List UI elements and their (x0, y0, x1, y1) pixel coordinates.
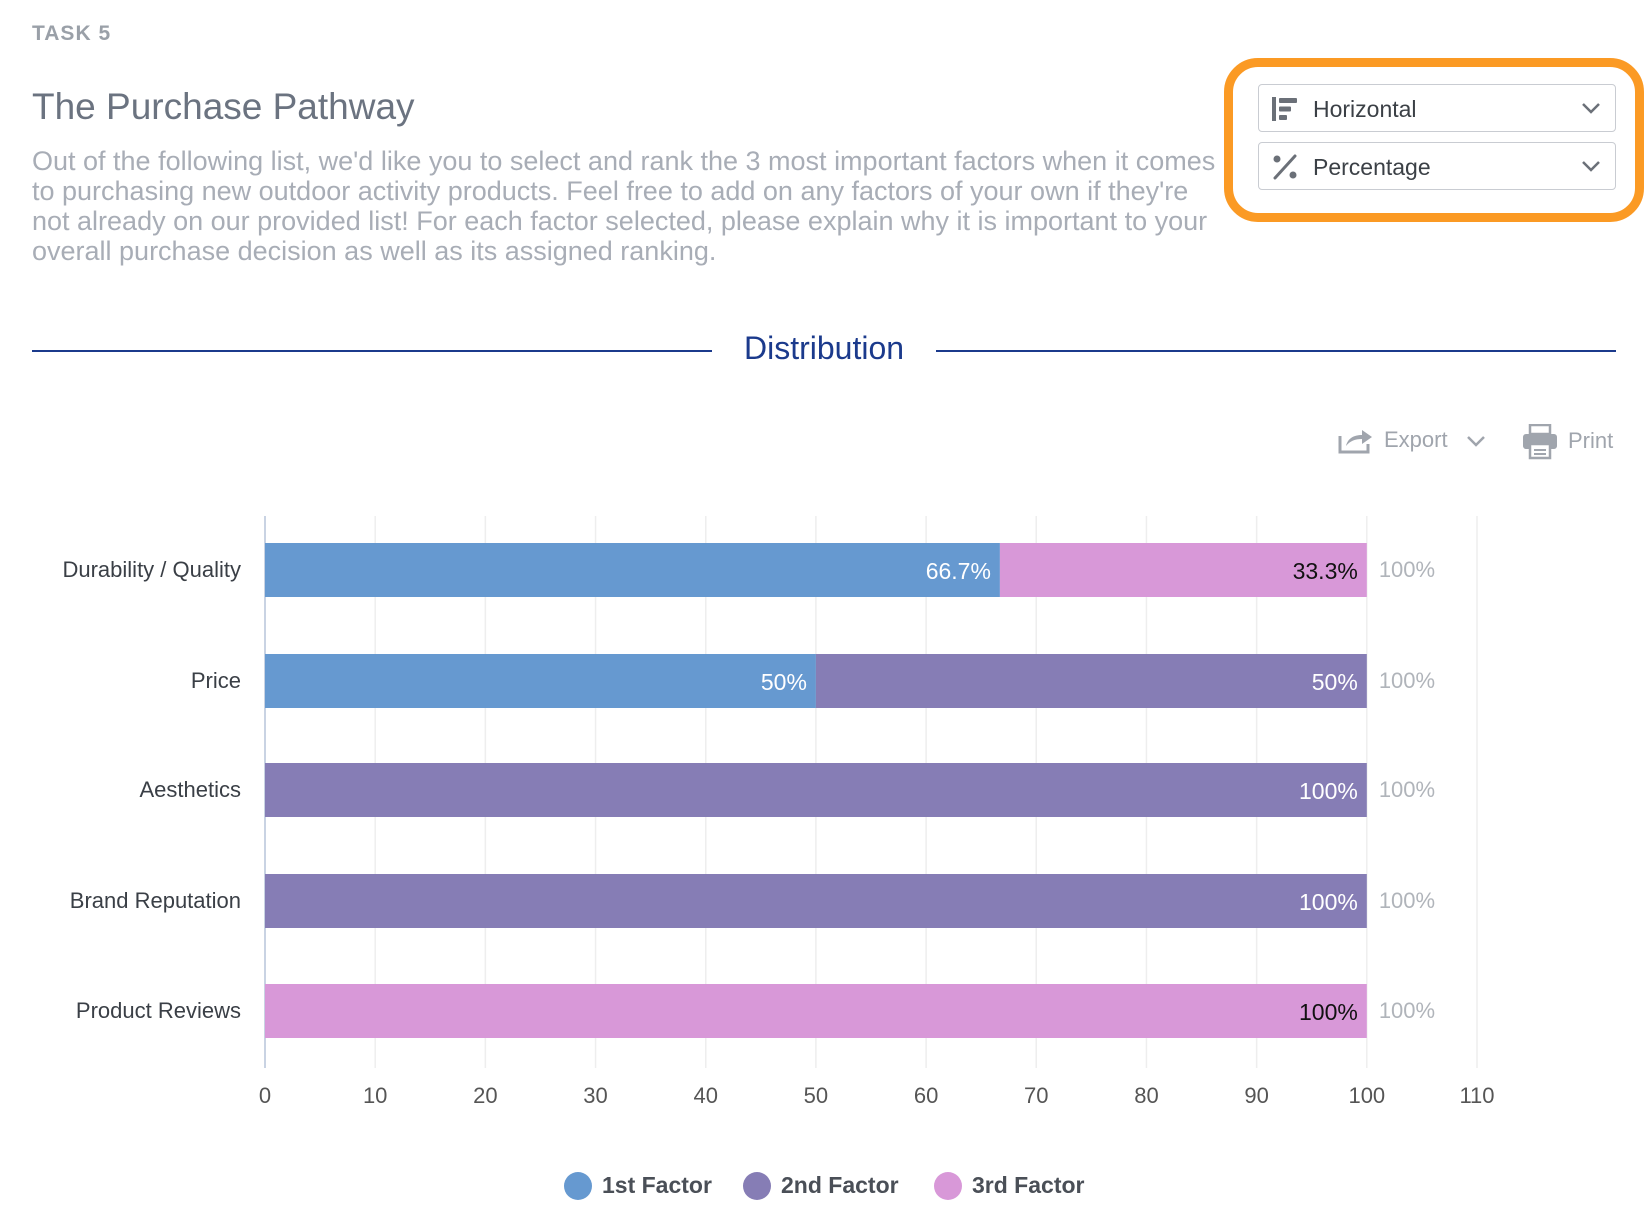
printer-icon (1523, 424, 1557, 460)
bar-segment (815, 654, 1367, 708)
data-label: 33.3% (1293, 558, 1358, 584)
export-button[interactable]: Export (1338, 424, 1488, 454)
x-tick-label: 90 (1244, 1083, 1268, 1108)
chevron-down-icon (1582, 103, 1600, 114)
horizontal-bars-icon (1272, 97, 1297, 121)
bar-segment (265, 654, 816, 708)
total-label: 100% (1379, 668, 1435, 693)
x-tick-label: 80 (1134, 1083, 1158, 1108)
data-label: 50% (761, 669, 807, 695)
total-label: 100% (1379, 888, 1435, 913)
chart-legend: 1st Factor 2nd Factor 3rd Factor (0, 1168, 1648, 1204)
x-tick-label: 110 (1459, 1083, 1494, 1108)
data-label: 66.7% (926, 558, 991, 584)
print-label: Print (1568, 428, 1614, 453)
page-description: Out of the following list, we'd like you… (32, 146, 1216, 266)
bar-segment (265, 874, 1367, 928)
print-button[interactable]: Print (1522, 424, 1622, 460)
bar-segment (265, 984, 1367, 1038)
category-label: Aesthetics (140, 777, 242, 802)
x-tick-label: 30 (583, 1083, 607, 1108)
x-tick-label: 10 (363, 1083, 387, 1108)
data-label: 50% (1312, 669, 1358, 695)
chevron-down-icon (1467, 436, 1485, 447)
bar-segment (265, 543, 1000, 597)
x-tick-label: 40 (693, 1083, 717, 1108)
legend-swatch (564, 1172, 592, 1200)
data-label: 100% (1299, 889, 1358, 915)
x-tick-label: 50 (804, 1083, 828, 1108)
bar-segment (265, 763, 1367, 817)
legend-label: 3rd Factor (972, 1172, 1085, 1198)
display-select[interactable]: Percentage (1258, 142, 1616, 190)
bar-segment (999, 543, 1367, 597)
distribution-chart: 0 10 20 30 40 50 60 70 80 90 100 110 Durability / Qu… (62, 516, 1495, 1108)
legend-swatch (934, 1172, 962, 1200)
x-tick-label: 70 (1024, 1083, 1048, 1108)
category-label: Brand Reputation (70, 888, 241, 913)
chevron-down-icon (1582, 161, 1600, 172)
section-title: Distribution (743, 330, 905, 366)
x-tick-label: 20 (473, 1083, 497, 1108)
category-label: Durability / Quality (62, 557, 241, 582)
data-label: 100% (1299, 999, 1358, 1025)
data-label: 100% (1299, 778, 1358, 804)
legend-swatch (743, 1172, 771, 1200)
page-title: The Purchase Pathway (32, 86, 415, 127)
orientation-select-value: Horizontal (1313, 96, 1417, 122)
total-label: 100% (1379, 777, 1435, 802)
display-select-value: Percentage (1313, 154, 1431, 180)
x-tick-label: 0 (259, 1083, 271, 1108)
orientation-select[interactable]: Horizontal (1258, 84, 1616, 132)
divider-right (936, 350, 1616, 352)
controls-highlight (1224, 58, 1644, 222)
divider-left (32, 350, 712, 352)
total-label: 100% (1379, 557, 1435, 582)
x-tick-label: 60 (914, 1083, 938, 1108)
export-label: Export (1384, 427, 1448, 452)
export-icon (1338, 430, 1372, 454)
task-label: TASK 5 (32, 22, 112, 45)
category-label: Price (191, 668, 241, 693)
category-label: Product Reviews (76, 998, 241, 1023)
legend-label: 2nd Factor (781, 1172, 899, 1198)
x-tick-label: 100 (1348, 1083, 1385, 1108)
percent-icon (1273, 154, 1297, 180)
total-label: 100% (1379, 998, 1435, 1023)
legend-label: 1st Factor (602, 1172, 712, 1198)
